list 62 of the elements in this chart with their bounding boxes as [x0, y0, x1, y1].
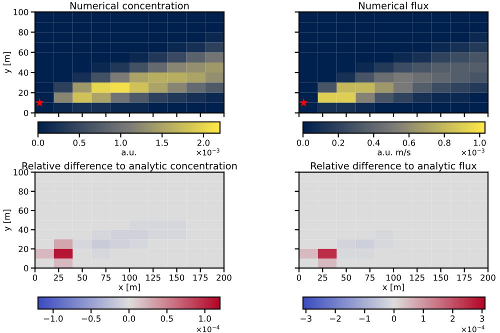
chart-title: Relative difference to analytic flux [311, 162, 477, 172]
x-tick-label: 125 [146, 274, 160, 281]
color-bar-label: 1 [422, 316, 426, 322]
y-tick-label: 20 [18, 90, 28, 96]
y-tick-label: 0 [24, 110, 28, 116]
color-bar-label: 1.0 [199, 315, 211, 322]
y-tick-label: 60 [18, 49, 28, 56]
color-bar-label: 0.5 [160, 315, 173, 322]
y-tick-label: 80 [18, 29, 28, 36]
y-axis-title: y [m] [3, 210, 12, 231]
color-bar-label: −1.0 [44, 315, 63, 322]
x-tick-label: 100 [386, 274, 401, 281]
x-tick-label: 175 [193, 274, 208, 281]
y-tick-label: 20 [18, 246, 28, 252]
color-bar-label: 1.5 [156, 140, 168, 146]
y-axis-title: y [m] [3, 52, 12, 74]
color-bar-title: a.u. m/s [378, 149, 410, 156]
x-tick-label: 0 [296, 274, 302, 281]
color-bar-label: 0.6 [402, 140, 416, 146]
x-tick-label: 0 [32, 274, 38, 281]
color-bar-label: 3 [480, 315, 484, 322]
color-bar-label: 2 [450, 315, 455, 322]
y-tick-label: 40 [18, 70, 28, 76]
x-axis-title: x [m] [118, 284, 140, 292]
color-bar-label: 0.0 [32, 140, 44, 146]
x-tick-label: 175 [457, 274, 472, 281]
y-tick-label: 60 [18, 208, 28, 214]
color-bar-title: a.u. [122, 150, 136, 156]
color-bar-label: −2 [330, 315, 341, 322]
color-bar-label: −3 [300, 315, 312, 322]
y-tick-label: 40 [18, 226, 28, 233]
x-tick-label: 75 [101, 274, 110, 281]
color-bar-label: 1.0 [115, 140, 127, 146]
x-tick-label: 200 [216, 274, 232, 281]
y-tick-label: 100 [14, 8, 28, 16]
x-tick-label: 50 [78, 274, 87, 281]
y-tick-label: 80 [18, 188, 28, 195]
x-tick-label: 200 [480, 274, 496, 281]
x-tick-label: 25 [318, 274, 328, 281]
color-bar-label: 2.0 [197, 140, 210, 146]
x-tick-label: 125 [410, 274, 424, 281]
chart-title: Numerical concentration [70, 2, 189, 10]
color-bar-label: 0.0 [122, 315, 136, 322]
color-bar-label: 0.0 [296, 140, 310, 146]
x-tick-label: 50 [342, 274, 351, 281]
x-tick-label: 150 [434, 274, 448, 281]
color-bar-label: 0.2 [332, 140, 344, 146]
y-tick-label: 100 [14, 169, 28, 176]
color-bar-label: 0.8 [438, 140, 450, 146]
color-bar-label: 0.5 [73, 140, 86, 146]
color-bar-label: 0.4 [368, 140, 380, 146]
color-bar-label: −0.5 [82, 315, 100, 322]
x-tick-label: 75 [365, 274, 374, 281]
x-tick-label: 100 [122, 274, 137, 281]
color-bar-label: −1 [359, 316, 370, 322]
x-axis-title: x [m] [382, 284, 404, 292]
x-tick-label: 25 [54, 274, 64, 281]
y-tick-label: 0 [24, 265, 28, 272]
color-bar-label: 0 [392, 315, 396, 322]
chart-title: Numerical flux [359, 2, 429, 10]
x-tick-label: 150 [170, 274, 184, 281]
color-bar-label: 1.0 [474, 140, 486, 146]
